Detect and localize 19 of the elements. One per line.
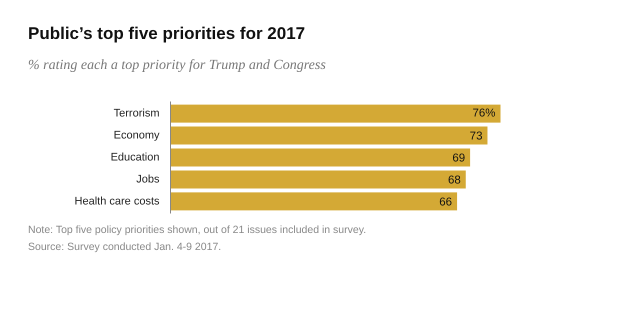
source-note: Source: Survey conducted Jan. 4-9 2017.: [28, 240, 222, 256]
bar: [170, 148, 470, 167]
data-label: 69: [452, 152, 466, 165]
data-label: 66: [439, 196, 452, 209]
y-tick-label: Jobs: [136, 174, 160, 186]
data-label: 73: [470, 130, 482, 143]
bar: [170, 104, 500, 123]
data-label: 68: [448, 174, 461, 187]
y-tick-label: Health care costs: [74, 196, 160, 208]
y-tick-label: Terrorism: [114, 108, 160, 120]
y-tick-label: Education: [110, 152, 160, 164]
bar: [170, 126, 488, 145]
y-tick-label: Economy: [114, 130, 160, 142]
chart-title: Public’s top five priorities for 2017: [28, 23, 306, 45]
data-label: 76%: [472, 108, 496, 120]
bar: [170, 192, 458, 211]
chart-subtitle: % rating each a top priority for Trump and Congress: [28, 57, 326, 76]
bar: [170, 170, 466, 189]
text: Note: Top five policy priorities shown, out of 21 issues included in survey.: [28, 223, 366, 238]
